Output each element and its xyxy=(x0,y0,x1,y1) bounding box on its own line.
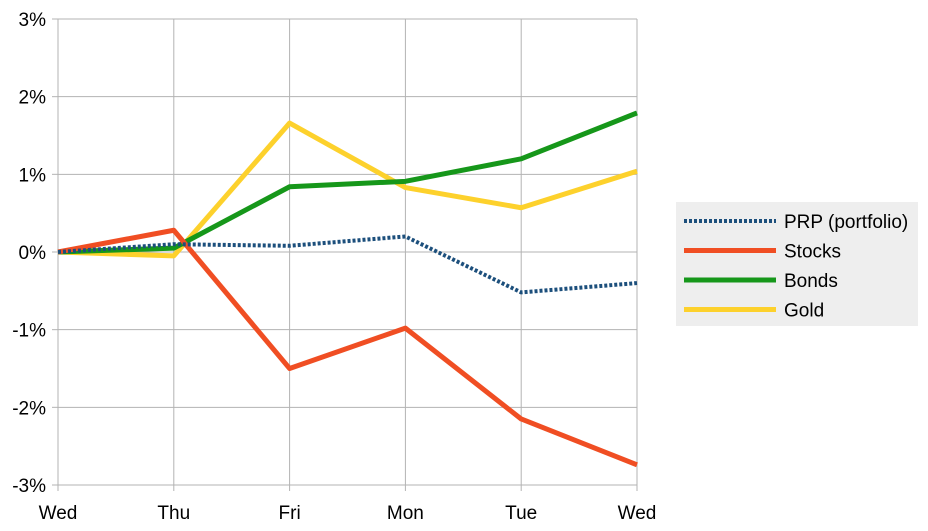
x-tick-label: Tue xyxy=(505,503,537,524)
x-tick-label: Thu xyxy=(157,503,190,524)
y-tick-label: 2% xyxy=(19,88,47,109)
legend-label: Bonds xyxy=(784,271,838,292)
legend: PRP (portfolio) Stocks Bonds Gold xyxy=(676,202,918,326)
series-lines xyxy=(57,110,638,468)
x-tick-label: Fri xyxy=(279,503,301,524)
legend-label: PRP (portfolio) xyxy=(784,212,908,233)
y-tick-label: -3% xyxy=(12,476,46,497)
y-tick-label: -1% xyxy=(12,321,46,342)
y-tick-label: 0% xyxy=(19,243,47,264)
axes xyxy=(52,18,58,486)
legend-label: Gold xyxy=(784,301,824,322)
x-tick-label: Wed xyxy=(618,503,657,524)
x-tick-label: Mon xyxy=(387,503,424,524)
y-tick-label: 3% xyxy=(19,10,47,31)
x-tick-labels: Wed Thu Fri Mon Tue Wed xyxy=(39,503,657,524)
y-tick-label: 1% xyxy=(19,165,47,186)
series-line-gold xyxy=(57,120,638,259)
series-line-prp-portfolio xyxy=(57,234,638,295)
gridlines xyxy=(57,18,638,491)
y-tick-label: -2% xyxy=(12,398,46,419)
y-tick-labels: 3% 2% 1% 0% -1% -2% -3% xyxy=(12,10,46,497)
series-line-bonds xyxy=(57,110,638,255)
legend-label: Stocks xyxy=(784,242,841,263)
x-tick-label: Wed xyxy=(39,503,78,524)
series-line-stocks xyxy=(57,227,638,468)
